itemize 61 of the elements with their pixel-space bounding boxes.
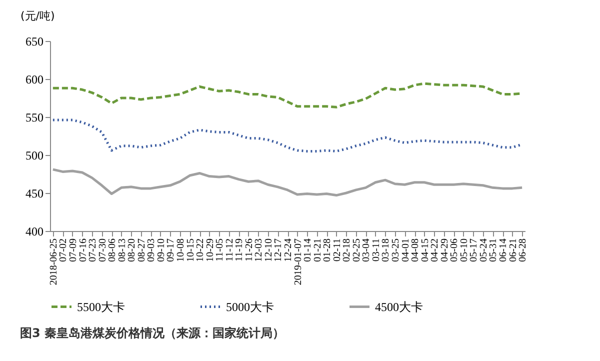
x-tick-label: 07-23 <box>88 238 99 262</box>
x-tick-label: 12-17 <box>273 238 284 262</box>
y-tick-label: 400 <box>26 224 44 238</box>
x-tick-label: 12-10 <box>263 238 274 262</box>
y-tick-label: 500 <box>26 148 44 162</box>
x-tick-label: 08-13 <box>116 238 128 262</box>
y-tick-label: 550 <box>26 110 44 124</box>
x-tick-label: 05-17 <box>468 238 480 262</box>
line-series <box>52 168 524 197</box>
y-tick-label: 600 <box>26 72 44 86</box>
x-tick-label: 01-28 <box>322 238 334 262</box>
x-tick-label: 07-09 <box>68 238 79 262</box>
x-tick-label: 03-18 <box>380 238 392 262</box>
x-tick-label: 09-17 <box>166 238 177 262</box>
x-tick-label: 10-22 <box>195 238 206 262</box>
x-tick-label: 05-24 <box>478 238 490 262</box>
legend-label: 5000大卡 <box>226 300 274 314</box>
x-tick-label: 2019-01-07 <box>292 238 304 286</box>
x-tick-label: 11-26 <box>244 238 255 262</box>
x-tick-label: 04-15 <box>420 238 431 262</box>
x-tick-label: 08-20 <box>126 238 138 262</box>
x-tick-label: 09-10 <box>156 238 167 262</box>
x-tick-label: 08-06 <box>107 238 118 262</box>
x-tick-label: 01-21 <box>312 238 324 262</box>
x-tick-label: 02-18 <box>342 238 353 262</box>
x-tick-label: 06-28 <box>518 238 529 262</box>
x-tick-label: 04-08 <box>410 238 422 262</box>
x-tick-label: 11-12 <box>224 238 236 262</box>
y-axis-title: (元/吨) <box>20 10 55 22</box>
x-tick-label: 02-11 <box>332 238 343 262</box>
x-tick-label: 11-19 <box>234 238 246 262</box>
x-tick-label: 06-21 <box>508 238 519 262</box>
x-tick-label: 04-29 <box>439 238 450 262</box>
x-tick-label: 10-15 <box>185 238 196 262</box>
x-tick-label: 10-08 <box>175 238 186 262</box>
x-tick-label: 04-01 <box>400 238 412 262</box>
text: 图3 秦皇岛港煤炭价格情况（来源：国家统计局） <box>20 326 285 340</box>
x-tick-label: 07-16 <box>78 238 89 262</box>
x-tick-label: 12-03 <box>254 238 265 262</box>
x-tick-label: 03-04 <box>361 238 372 262</box>
y-tick-label: 450 <box>26 186 44 200</box>
x-tick-label: 02-25 <box>351 238 362 262</box>
x-tick-label: 03-25 <box>390 238 402 262</box>
x-tick-label: 09-03 <box>146 238 158 262</box>
y-tick-label: 650 <box>26 34 44 48</box>
x-tick-label: 10-29 <box>204 238 216 262</box>
x-tick-label: 04-22 <box>430 238 441 262</box>
x-tick-label: 11-05 <box>214 238 226 262</box>
x-tick-label: 07-30 <box>97 238 108 262</box>
legend-label: 5500大卡 <box>77 300 125 314</box>
legend-label: 4500大卡 <box>375 300 423 314</box>
x-tick-label: 06-14 <box>498 238 510 262</box>
x-tick-label: 2018-06-25 <box>48 238 60 286</box>
x-tick-label: 05-06 <box>449 238 460 262</box>
x-tick-label: 03-11 <box>370 238 382 262</box>
x-tick-label: 08-27 <box>136 238 148 262</box>
x-tick-label: 07-02 <box>58 238 70 262</box>
x-tick-label: 01-14 <box>302 238 314 262</box>
x-tick-label: 05-10 <box>458 238 470 262</box>
x-tick-label: 05-31 <box>488 238 500 262</box>
x-tick-label: 12-24 <box>283 238 294 262</box>
